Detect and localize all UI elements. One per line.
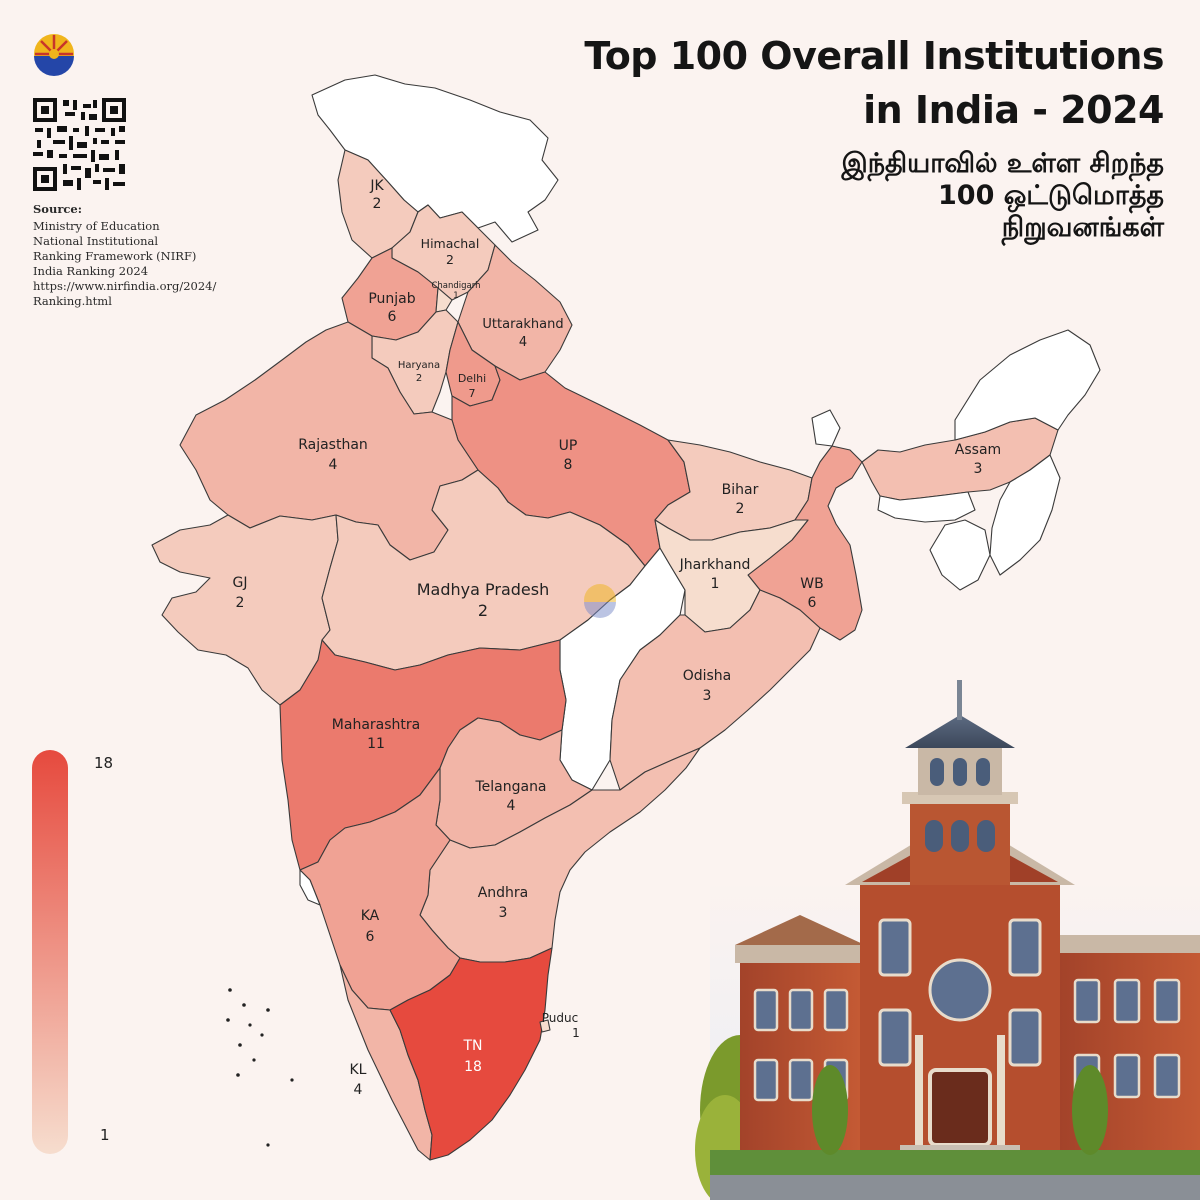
label-mp-value: 2	[478, 601, 488, 620]
label-jharkhand-value: 1	[711, 576, 720, 592]
label-tn-value: 18	[464, 1059, 482, 1075]
region-nagaland-manipur	[989, 454, 1061, 576]
region-tn[interactable]	[389, 947, 553, 1161]
legend-max-label: 18	[94, 754, 114, 772]
region-meghalaya	[877, 491, 976, 523]
label-puduc-value: 1	[572, 1026, 580, 1040]
label-chandigarh-name: Chandigarh	[431, 281, 480, 291]
university-building-illustration	[695, 680, 1200, 1200]
label-ka-value: 6	[366, 929, 375, 945]
source-line: India Ranking 2024	[33, 264, 149, 278]
label-wb-name: WB	[800, 576, 823, 592]
title-line-2: in India - 2024	[863, 88, 1164, 132]
region-odisha[interactable]	[609, 589, 821, 791]
label-telangana-value: 4	[507, 798, 516, 814]
source-heading: Source:	[33, 202, 82, 216]
region-tripura-mizoram	[929, 519, 991, 591]
region-jharkhand[interactable]	[654, 519, 809, 633]
tamil-title: இந்தியாவில் உள்ள சிறந்த 100 ஒட்டுமொத்த ந…	[841, 148, 1164, 244]
label-uttarakhand-name: Uttarakhand	[482, 317, 563, 332]
label-odisha-name: Odisha	[683, 668, 732, 684]
label-odisha-value: 3	[703, 688, 712, 704]
label-andhra-value: 3	[499, 905, 508, 921]
title-line-1: Top 100 Overall Institutions	[584, 34, 1164, 78]
label-tn-name: TN	[462, 1038, 482, 1054]
label-ka-name: KA	[361, 908, 380, 924]
label-jk-name: JK	[369, 178, 384, 194]
label-mp-name: Madhya Pradesh	[417, 580, 550, 599]
emblem-logo-icon	[34, 34, 74, 76]
label-delhi-value: 7	[469, 387, 476, 400]
label-uttarakhand-value: 4	[519, 335, 527, 350]
label-bihar-name: Bihar	[722, 482, 759, 498]
label-bihar-value: 2	[736, 501, 745, 517]
label-chandigarh-value: 1	[453, 291, 458, 301]
label-kl-value: 4	[354, 1082, 363, 1098]
label-assam-value: 3	[974, 461, 983, 477]
label-himachal-name: Himachal	[421, 236, 480, 251]
tamil-title-line-2: 100 ஒட்டுமொத்த	[938, 180, 1164, 211]
label-jk-value: 2	[373, 196, 382, 212]
label-telangana-name: Telangana	[474, 779, 546, 795]
label-up-name: UP	[559, 438, 578, 454]
source-block: Source: Ministry of Education National I…	[33, 202, 216, 309]
label-up-value: 8	[564, 457, 573, 473]
label-jharkhand-name: Jharkhand	[679, 557, 751, 573]
label-gj-name: GJ	[233, 575, 248, 591]
label-maharashtra-name: Maharashtra	[332, 717, 420, 733]
label-rajasthan-value: 4	[329, 457, 338, 473]
qr-code-icon	[33, 98, 126, 191]
label-kl-name: KL	[350, 1062, 367, 1078]
source-url[interactable]: https://www.nirfindia.org/2024/	[33, 279, 217, 293]
watermark-logo-icon	[584, 584, 616, 618]
label-andhra-name: Andhra	[478, 885, 529, 901]
region-puduc[interactable]	[539, 1019, 551, 1033]
label-haryana-value: 2	[416, 373, 422, 384]
region-arunachal	[954, 329, 1101, 441]
label-delhi-name: Delhi	[458, 372, 486, 385]
label-wb-value: 6	[808, 595, 817, 611]
label-gj-value: 2	[236, 595, 245, 611]
label-himachal-value: 2	[446, 252, 454, 267]
source-line: Ministry of Education	[33, 219, 160, 233]
region-goa	[299, 869, 321, 906]
label-punjab-value: 6	[388, 309, 397, 325]
label-punjab-name: Punjab	[368, 291, 415, 307]
source-line: National Institutional	[33, 234, 159, 248]
label-rajasthan-name: Rajasthan	[298, 437, 368, 453]
tamil-title-line-3: நிறுவனங்கள்	[1001, 212, 1164, 243]
label-haryana-name: Haryana	[398, 360, 440, 371]
label-assam-name: Assam	[955, 442, 1001, 458]
region-sikkim	[811, 409, 841, 447]
lakshadweep-islands	[226, 988, 294, 1147]
tamil-title-line-1: இந்தியாவில் உள்ள சிறந்த	[841, 148, 1164, 179]
legend-colorbar	[32, 750, 68, 1154]
source-url[interactable]: Ranking.html	[33, 294, 112, 308]
label-puduc-name: Puduc	[542, 1011, 578, 1025]
label-maharashtra-value: 11	[367, 736, 385, 752]
source-line: Ranking Framework (NIRF)	[33, 249, 197, 263]
legend-min-label: 1	[100, 1126, 110, 1144]
